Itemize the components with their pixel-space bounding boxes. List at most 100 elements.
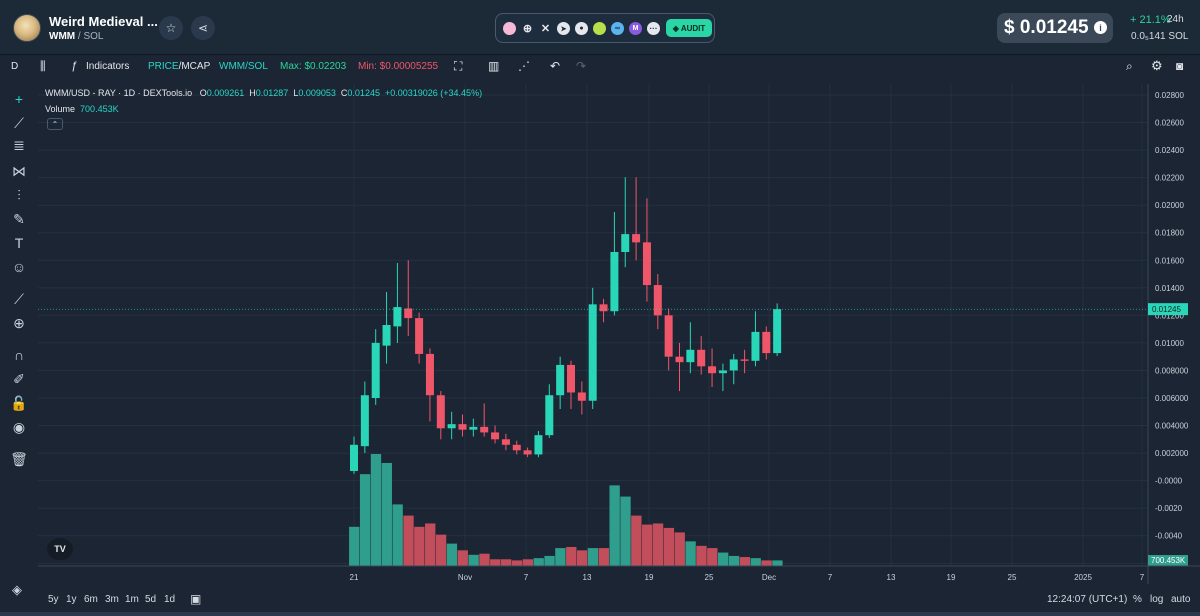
camera-icon[interactable]: ◙	[1176, 59, 1184, 73]
brush-icon[interactable]: ✎	[13, 210, 25, 227]
calendar-icon[interactable]: ▣	[190, 592, 202, 606]
pair-toggle[interactable]: WMM/SOL	[219, 61, 268, 72]
eye-icon[interactable]: ◉	[12, 418, 26, 435]
collapse-legend-button[interactable]: ⌃	[47, 118, 63, 130]
y-tick-label: 0.02600	[1155, 119, 1184, 128]
bar-chart-icon[interactable]: ▥	[488, 59, 500, 73]
volume-bar	[457, 550, 468, 566]
price-change: + 21.1%	[1130, 14, 1171, 26]
chart-toolbar: D ⫼ ƒ Indicators PRICE/MCAP WMM/SOL Max:…	[0, 56, 1200, 78]
undo-icon[interactable]: ↶	[550, 59, 561, 73]
favorite-button[interactable]: ☆	[159, 16, 183, 40]
reddit-icon[interactable]: ●	[575, 22, 588, 35]
token-avatar	[13, 14, 41, 42]
price-chart[interactable]: 0.02800 0.02600 0.02400 0.02200 0.02000 0.018…	[38, 84, 1200, 584]
gear-icon[interactable]: ⚙	[1151, 58, 1163, 73]
candle-body	[545, 395, 554, 436]
text-icon[interactable]: T	[14, 235, 24, 251]
range-5d[interactable]: 5d	[145, 594, 157, 605]
redo-icon[interactable]: ↷	[576, 59, 587, 73]
indicators-button[interactable]: Indicators	[86, 61, 130, 72]
layers-icon[interactable]: ◈	[12, 582, 22, 597]
bottom-panel-handle[interactable]	[0, 612, 1200, 616]
price-toggle[interactable]: PRICE	[148, 61, 179, 72]
range-3m[interactable]: 3m	[105, 594, 119, 605]
lock-drawings-icon[interactable]: ✐	[13, 370, 25, 387]
x-tick-label: 19	[645, 573, 654, 582]
auto-toggle[interactable]: auto	[1171, 594, 1191, 605]
candle-body	[675, 356, 684, 363]
mcap-toggle[interactable]: /MCAP	[178, 61, 211, 72]
tradingview-logo[interactable]: TV	[47, 538, 73, 560]
candle-body	[360, 395, 369, 447]
line-chart-icon[interactable]: ⋰	[518, 59, 530, 73]
trash-icon[interactable]: 🗑	[10, 450, 28, 467]
volume-bar	[750, 558, 761, 566]
magnet-icon[interactable]: ∩	[13, 347, 25, 363]
y-tick-label: 0.01600	[1155, 256, 1184, 265]
social-links-bar: ⊕ ✕ ➤ ● ∞ M ··· ◈ AUDIT	[495, 13, 715, 43]
range-1y[interactable]: 1y	[66, 594, 77, 605]
candle-body	[697, 349, 706, 367]
fib-icon[interactable]: ≣	[13, 136, 25, 153]
audit-button[interactable]: ◈ AUDIT	[666, 19, 712, 37]
y-tick-label: -0.0000	[1155, 477, 1183, 486]
chart-legend: WMM/USD - RAY · 1D · DEXTools.io O0.0092…	[45, 88, 482, 98]
volume-bar	[652, 523, 664, 566]
x-tick-label: 7	[1140, 573, 1145, 582]
open-value: 0.009261	[206, 88, 245, 98]
candle-body	[512, 444, 521, 451]
x-tick-label: Nov	[458, 573, 472, 582]
prediction-icon[interactable]: ⫶	[17, 186, 21, 203]
crosshair-icon[interactable]: +	[14, 91, 24, 107]
candle-body	[740, 359, 749, 361]
price-display: $ 0.01245 i	[997, 13, 1113, 43]
pink-dot-icon[interactable]	[503, 22, 516, 35]
info-icon[interactable]: i	[1094, 21, 1107, 34]
share-button[interactable]: ⋖	[191, 16, 215, 40]
search-icon[interactable]: ⌕	[1126, 59, 1133, 73]
y-tick-label: 0.008000	[1155, 366, 1189, 375]
bottom-bar: 5y 1y 6m 3m 1m 5d 1d ▣ 12:24:07 (UTC+1) …	[0, 588, 1200, 612]
candle-body	[371, 342, 380, 398]
x-tick-label: 25	[705, 573, 714, 582]
globe-icon[interactable]: ⊕	[522, 23, 533, 35]
bubble-icon[interactable]: ∞	[611, 22, 624, 35]
current-price: $ 0.01245	[1004, 17, 1089, 38]
volume-bar	[609, 485, 620, 566]
range-5y[interactable]: 5y	[48, 594, 59, 605]
pattern-icon[interactable]: ⋈	[12, 162, 26, 179]
emoji-icon[interactable]: ☺	[11, 259, 27, 275]
candle-body	[523, 450, 532, 455]
m-icon[interactable]: M	[629, 22, 642, 35]
shield-check-icon: ◈	[672, 23, 679, 33]
telegram-icon[interactable]: ➤	[557, 22, 570, 35]
range-1m[interactable]: 1m	[125, 594, 139, 605]
ruler-icon[interactable]: ⟋	[14, 290, 24, 307]
dots-icon[interactable]: ···	[647, 22, 660, 35]
candle-body	[393, 307, 402, 327]
fullscreen-icon[interactable]: ⛶	[454, 59, 463, 73]
trend-line-icon[interactable]: ⟋	[14, 114, 24, 131]
candle-type-icon[interactable]: ⫼	[40, 59, 46, 73]
candle-body	[588, 304, 597, 401]
clock-time[interactable]: 12:24:07 (UTC+1)	[1047, 594, 1128, 605]
price-mcap-toggle[interactable]: PRICE/MCAP	[148, 61, 210, 72]
volume-bar	[500, 559, 512, 566]
percent-toggle[interactable]: %	[1133, 594, 1142, 605]
zoom-in-icon[interactable]: ⊕	[13, 314, 25, 331]
range-6m[interactable]: 6m	[84, 594, 98, 605]
volume-bar	[479, 553, 490, 566]
candle-body	[534, 435, 543, 455]
change-period: 24h	[1167, 14, 1184, 25]
volume-bar	[392, 504, 403, 566]
green-dot-icon[interactable]	[593, 22, 606, 35]
token-name[interactable]: Weird Medieval ...	[49, 14, 158, 29]
candle-body	[773, 309, 782, 354]
range-1d[interactable]: 1d	[164, 594, 176, 605]
indicators-icon[interactable]: ƒ	[71, 60, 78, 72]
interval-selector[interactable]: D	[11, 61, 19, 72]
x-icon[interactable]: ✕	[540, 23, 551, 35]
lock-icon[interactable]: 🔓	[10, 394, 28, 411]
log-toggle[interactable]: log	[1150, 594, 1164, 605]
